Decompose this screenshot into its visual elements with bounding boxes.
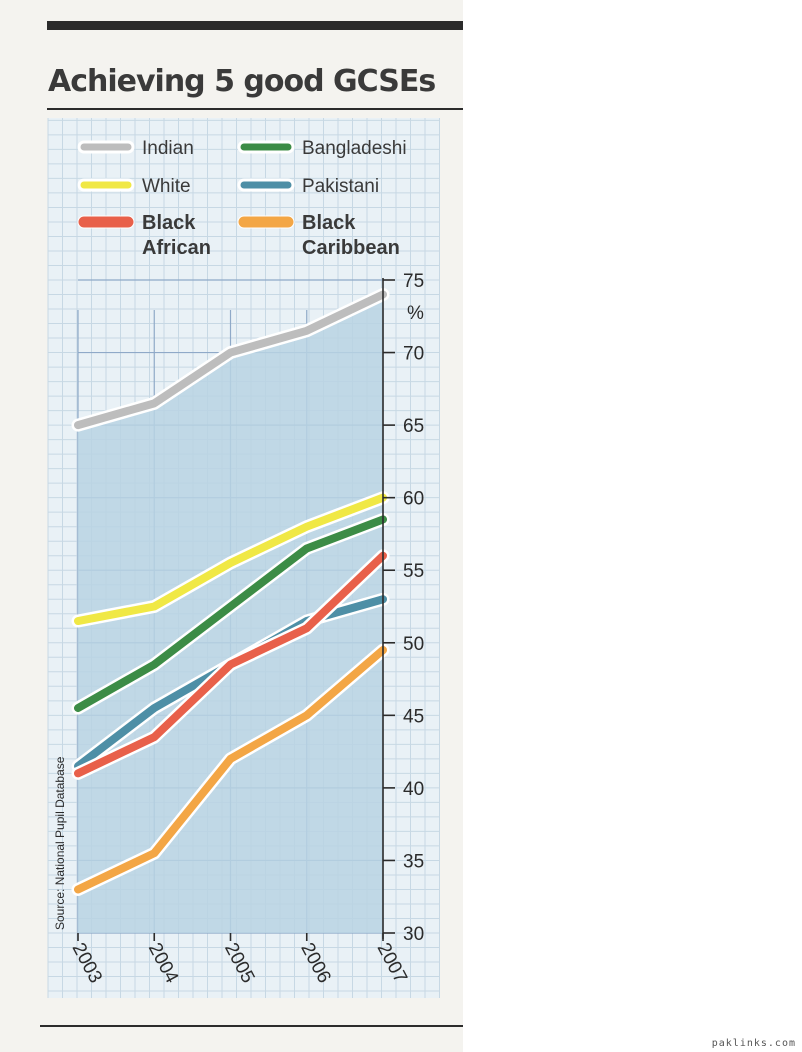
y-tick-label: 40 (403, 779, 424, 800)
legend-label-black-caribbean: Black (302, 212, 356, 234)
y-tick-label: 30 (403, 924, 424, 945)
top-rule (47, 21, 463, 30)
y-tick-label: 35 (403, 851, 424, 872)
legend-label-bangladeshi: Bangladeshi (302, 138, 407, 159)
y-axis: 30 35 40 45 50 55 60 65 70 75 (382, 271, 424, 945)
y-unit-label: % (407, 303, 424, 324)
series-lines (71, 288, 390, 896)
legend-label-indian: Indian (142, 138, 194, 159)
legend-label-black-african: Black (142, 212, 196, 234)
legend-label-white: White (142, 176, 191, 197)
bottom-rule (40, 1025, 463, 1027)
title-rule (47, 108, 463, 110)
y-tick-label: 55 (403, 561, 424, 582)
source-note: Source: National Pupil Database (53, 756, 67, 930)
y-tick-label: 60 (403, 489, 424, 510)
legend-label-black-african: African (142, 237, 211, 259)
legend: Indian Bangladeshi White Pakistani Black Afri… (77, 138, 407, 259)
y-tick-label: 75 (403, 271, 424, 292)
y-tick-label: 65 (403, 416, 424, 437)
chart-title: Achieving 5 good GCSEs (48, 64, 436, 99)
legend-label-black-caribbean: Caribbean (302, 237, 400, 259)
y-tick-label: 50 (403, 634, 424, 655)
y-tick-label: 45 (403, 706, 424, 727)
legend-label-pakistani: Pakistani (302, 176, 379, 197)
watermark: paklinks.com (711, 1038, 796, 1049)
y-tick-label: 70 (403, 344, 424, 365)
